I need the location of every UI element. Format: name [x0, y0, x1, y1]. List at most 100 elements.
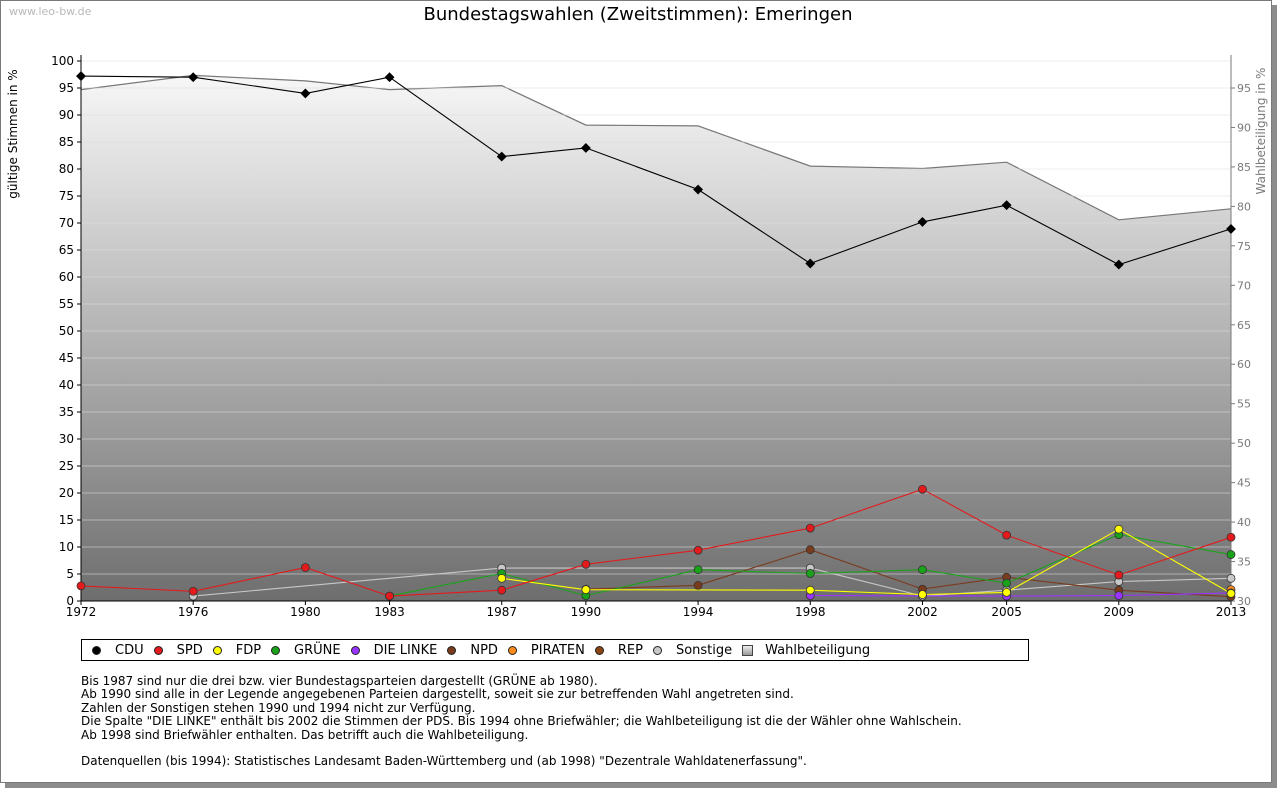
x-tick-label: 2013: [1216, 605, 1247, 619]
data-point-cdu: [188, 72, 199, 83]
data-point-gr-ne: [1226, 550, 1236, 559]
legend-label: DIE LINKE: [373, 642, 438, 658]
legend-label: CDU: [115, 642, 144, 658]
legend-label: REP: [617, 642, 643, 658]
y-tick-label: 30: [59, 432, 74, 446]
legend-item: Sonstige: [643, 643, 732, 658]
y-tick-label: 25: [59, 459, 74, 473]
y-tick-label: 35: [59, 405, 74, 419]
legend-label: SPD: [176, 642, 203, 658]
x-tick-label: 1983: [374, 605, 405, 619]
legend-marker: [212, 645, 222, 655]
data-point-cdu: [496, 151, 507, 162]
legend-item: Wahlbeteiligung: [732, 643, 870, 658]
chart-svg: 0 5 10 15 20 25 30 35 40 45 50 55 60 65 70 75 80 85 90 95 10…: [6, 54, 1268, 619]
x-tick-label: 1998: [795, 605, 826, 619]
legend-marker: [271, 645, 281, 655]
legend-item: FDP: [203, 643, 261, 658]
data-point-fdp: [497, 573, 507, 583]
legend-item: PIRATEN: [498, 643, 585, 658]
turnout-layer: [80, 74, 1232, 601]
series-layer: [76, 71, 1236, 602]
y2-tick-label: 55: [1237, 398, 1251, 411]
data-point-fdp: [805, 585, 815, 595]
legend-item: CDU: [82, 643, 144, 658]
data-point-spd: [581, 559, 591, 569]
turnout-line: [80, 74, 1232, 221]
y2-tick-label: 80: [1237, 200, 1251, 213]
legend-marker: [350, 645, 360, 655]
data-point-npd: [805, 545, 815, 555]
y-tick-label: 80: [59, 162, 74, 176]
legend-marker: [594, 645, 604, 655]
series-line-spd: [80, 488, 1232, 597]
y2-tick-label: 90: [1237, 121, 1251, 134]
y2-tick-label: 60: [1237, 358, 1251, 371]
legend: CDU SPD FDP GRÜNE DIE LINKE NPD PIRATEN REP Sons…: [81, 639, 1029, 661]
data-point-cdu: [1001, 200, 1012, 211]
x-tick-label: 1980: [290, 605, 321, 619]
legend-label: NPD: [470, 642, 498, 658]
legend-swatch: [742, 644, 754, 656]
data-point-cdu: [384, 72, 395, 83]
series-line-die-linke: [810, 592, 1232, 597]
legend-marker: [92, 645, 101, 655]
data-point-cdu: [580, 142, 591, 153]
legend-marker: [447, 645, 457, 655]
data-point-cdu: [917, 216, 928, 227]
legend-item: REP: [585, 643, 643, 658]
data-point-gr-ne: [918, 565, 927, 575]
y-tick-label: 45: [59, 351, 74, 365]
legend-item: SPD: [144, 643, 203, 658]
x-tick-label: 2002: [907, 605, 938, 619]
y2-tick-label: 85: [1237, 161, 1251, 174]
note-line: Die Spalte "DIE LINKE" enthält bis 2002 …: [81, 714, 962, 729]
y-tick-label: 55: [59, 297, 74, 311]
data-point-spd: [918, 484, 927, 494]
legend-label: Wahlbeteiligung: [765, 642, 871, 658]
x-tick-label: 1994: [683, 605, 714, 619]
legend-item: NPD: [437, 643, 498, 658]
x-tick-label: 1976: [178, 605, 209, 619]
x-tick-label: 1972: [66, 605, 97, 619]
y-tick-label: 95: [59, 81, 74, 95]
data-point-spd: [805, 523, 815, 533]
data-point-fdp: [918, 590, 927, 599]
y-tick-label: 15: [59, 513, 74, 527]
x-tick-label: 2005: [991, 605, 1022, 619]
data-point-spd: [188, 586, 198, 596]
y2-tick-label: 95: [1237, 82, 1251, 95]
y2-tick-label: 70: [1237, 279, 1251, 292]
x-tick-label: 1990: [571, 605, 602, 619]
legend-item: GRÜNE: [261, 643, 341, 658]
data-point-npd: [693, 580, 703, 590]
legend-marker: [153, 645, 163, 655]
note-line: Ab 1998 sind Briefwähler enthalten. Das …: [81, 727, 529, 742]
y2-tick-label: 50: [1237, 437, 1251, 450]
legend-item: DIE LINKE: [341, 642, 438, 658]
sources-note: Datenquellen (bis 1994): Statistisches L…: [81, 754, 807, 769]
data-point-spd: [300, 563, 310, 572]
data-point-spd: [1114, 570, 1124, 580]
y2-tick-label: 75: [1237, 240, 1251, 253]
data-point-fdp: [1002, 587, 1012, 597]
turnout-area: [81, 75, 1231, 601]
data-point-spd: [1002, 530, 1012, 540]
axis-layer: 0 5 10 15 20 25 30 35 40 45 50 55 60 65 70 75 80 85 90 95 10…: [51, 54, 1251, 619]
x-tick-label: 2009: [1104, 605, 1135, 619]
legend-label: FDP: [235, 642, 262, 658]
y-tick-label: 0: [66, 594, 74, 608]
chart-title: Bundestagswahlen (Zweitstimmen): Emering…: [423, 4, 853, 25]
y-tick-label: 60: [59, 270, 74, 284]
legend-label: Sonstige: [675, 642, 733, 658]
data-point-spd: [385, 591, 394, 601]
y-tick-label: 40: [59, 378, 74, 392]
note-line: Ab 1990 sind alle in der Legende angegeb…: [81, 687, 794, 702]
y-tick-label: 65: [59, 243, 74, 257]
y2-tick-label: 65: [1237, 319, 1251, 332]
legend-marker: [507, 645, 517, 655]
data-point-spd: [497, 585, 507, 595]
legend-label: PIRATEN: [530, 642, 585, 658]
data-point-fdp: [1114, 524, 1124, 534]
